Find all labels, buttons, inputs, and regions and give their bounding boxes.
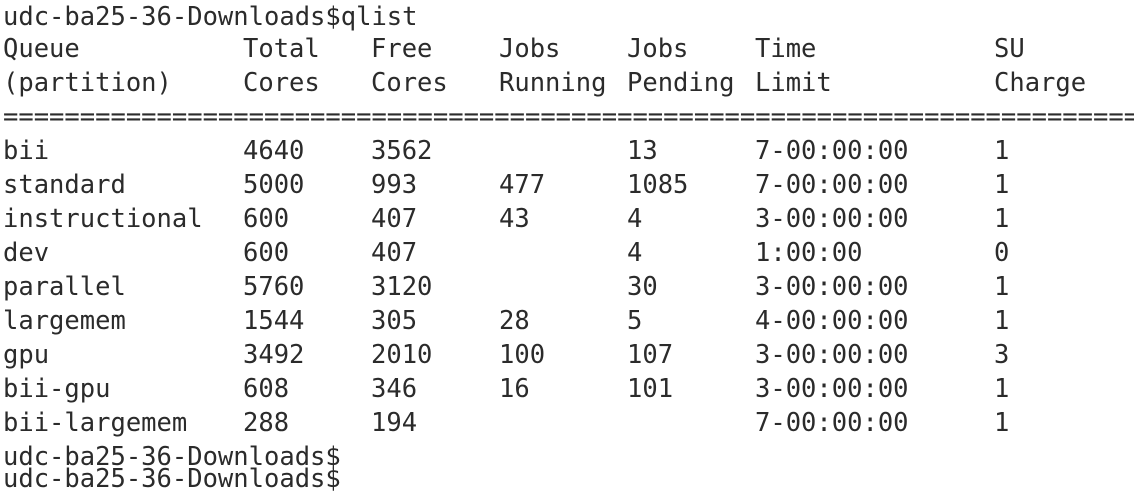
command-prompt-line-bottom: udc-ba25-36-Downloads$ [3,442,341,472]
cell-queue-name: gpu [3,340,50,370]
cell-total-cores: 3492 [243,340,305,370]
command-prompt-line: udc-ba25-36-Downloads$qlist [3,2,418,32]
header-time: Time [755,34,817,64]
table-row: bii-gpu 608 346 16 101 3-00:00:00 1 [3,372,1134,406]
cell-time-limit: 3-00:00:00 [755,272,909,302]
table-row: parallel 5760 3120 30 3-00:00:00 1 [3,270,1134,304]
cell-free-cores: 2010 [371,340,433,370]
cell-free-cores: 3120 [371,272,433,302]
cell-free-cores: 3562 [371,136,433,166]
cell-total-cores: 5000 [243,170,305,200]
cell-jobs-pending: 5 [627,306,643,336]
table-row: bii 4640 3562 13 7-00:00:00 1 [3,134,1134,168]
header-su: SU [994,34,1025,64]
cell-su-charge: 1 [994,170,1010,200]
table-row: dev 600 407 4 1:00:00 0 [3,236,1134,270]
header-queue: Queue [3,34,80,64]
cell-total-cores: 5760 [243,272,305,302]
header-limit: Limit [755,68,832,98]
cell-queue-name: largemem [3,306,126,336]
cell-queue-name: dev [3,238,50,268]
cell-su-charge: 1 [994,136,1010,166]
header-cores-total: Cores [243,68,320,98]
cell-time-limit: 1:00:00 [755,238,863,268]
cell-free-cores: 407 [371,238,418,268]
table-row: instructional 600 407 43 4 3-00:00:00 1 [3,202,1134,236]
cell-su-charge: 1 [994,306,1010,336]
cell-queue-name: instructional [3,204,203,234]
cell-jobs-running: 43 [499,204,530,234]
cell-time-limit: 4-00:00:00 [755,306,909,336]
header-jobs-pending-1: Jobs [627,34,689,64]
cell-su-charge: 1 [994,272,1010,302]
cell-su-charge: 0 [994,238,1010,268]
cell-time-limit: 7-00:00:00 [755,136,909,166]
header-partition: (partition) [3,68,172,98]
table-row: largemem 1544 305 28 5 4-00:00:00 1 [3,304,1134,338]
header-free: Free [371,34,433,64]
cell-jobs-running: 16 [499,374,530,404]
header-cores-free: Cores [371,68,448,98]
command-prompt-line-cutoff: udc-ba25-36-Downloads$ [3,464,341,494]
cell-time-limit: 7-00:00:00 [755,408,909,438]
cell-total-cores: 288 [243,408,290,438]
cell-total-cores: 600 [243,204,290,234]
cell-su-charge: 1 [994,374,1010,404]
cell-time-limit: 7-00:00:00 [755,170,909,200]
cell-free-cores: 407 [371,204,418,234]
cell-queue-name: parallel [3,272,126,302]
cell-jobs-running: 100 [499,340,546,370]
cell-jobs-pending: 1085 [627,170,689,200]
cell-jobs-pending: 4 [627,204,643,234]
cell-jobs-pending: 4 [627,238,643,268]
cell-jobs-pending: 107 [627,340,674,370]
cell-jobs-pending: 101 [627,374,674,404]
cell-total-cores: 1544 [243,306,305,336]
cell-jobs-running: 28 [499,306,530,336]
table-header-row-1: Queue Total Free Jobs Jobs Time SU [3,32,1134,66]
table-separator: ========================================… [3,102,1134,132]
cell-total-cores: 4640 [243,136,305,166]
header-charge: Charge [994,68,1087,98]
cell-queue-name: standard [3,170,126,200]
table-row: gpu 3492 2010 100 107 3-00:00:00 3 [3,338,1134,372]
cell-free-cores: 305 [371,306,418,336]
cell-su-charge: 1 [994,204,1010,234]
cell-jobs-pending: 13 [627,136,658,166]
header-pending: Pending [627,68,735,98]
cell-queue-name: bii-largemem [3,408,188,438]
cell-free-cores: 194 [371,408,418,438]
table-header-row-2: (partition) Cores Cores Running Pending … [3,66,1134,100]
cell-time-limit: 3-00:00:00 [755,374,909,404]
terminal-output[interactable]: udc-ba25-36-Downloads$qlist Queue Total … [3,0,1134,494]
cell-su-charge: 1 [994,408,1010,438]
cell-su-charge: 3 [994,340,1010,370]
cell-queue-name: bii-gpu [3,374,111,404]
cell-jobs-running: 477 [499,170,546,200]
cell-free-cores: 993 [371,170,418,200]
table-row: standard 5000 993 477 1085 7-00:00:00 1 [3,168,1134,202]
cell-free-cores: 346 [371,374,418,404]
cell-total-cores: 608 [243,374,290,404]
header-running: Running [499,68,607,98]
table-row: bii-largemem 288 194 7-00:00:00 1 [3,406,1134,440]
cell-queue-name: bii [3,136,50,166]
cell-time-limit: 3-00:00:00 [755,204,909,234]
header-jobs-running-1: Jobs [499,34,561,64]
cell-total-cores: 600 [243,238,290,268]
cell-jobs-pending: 30 [627,272,658,302]
cell-time-limit: 3-00:00:00 [755,340,909,370]
header-total: Total [243,34,320,64]
